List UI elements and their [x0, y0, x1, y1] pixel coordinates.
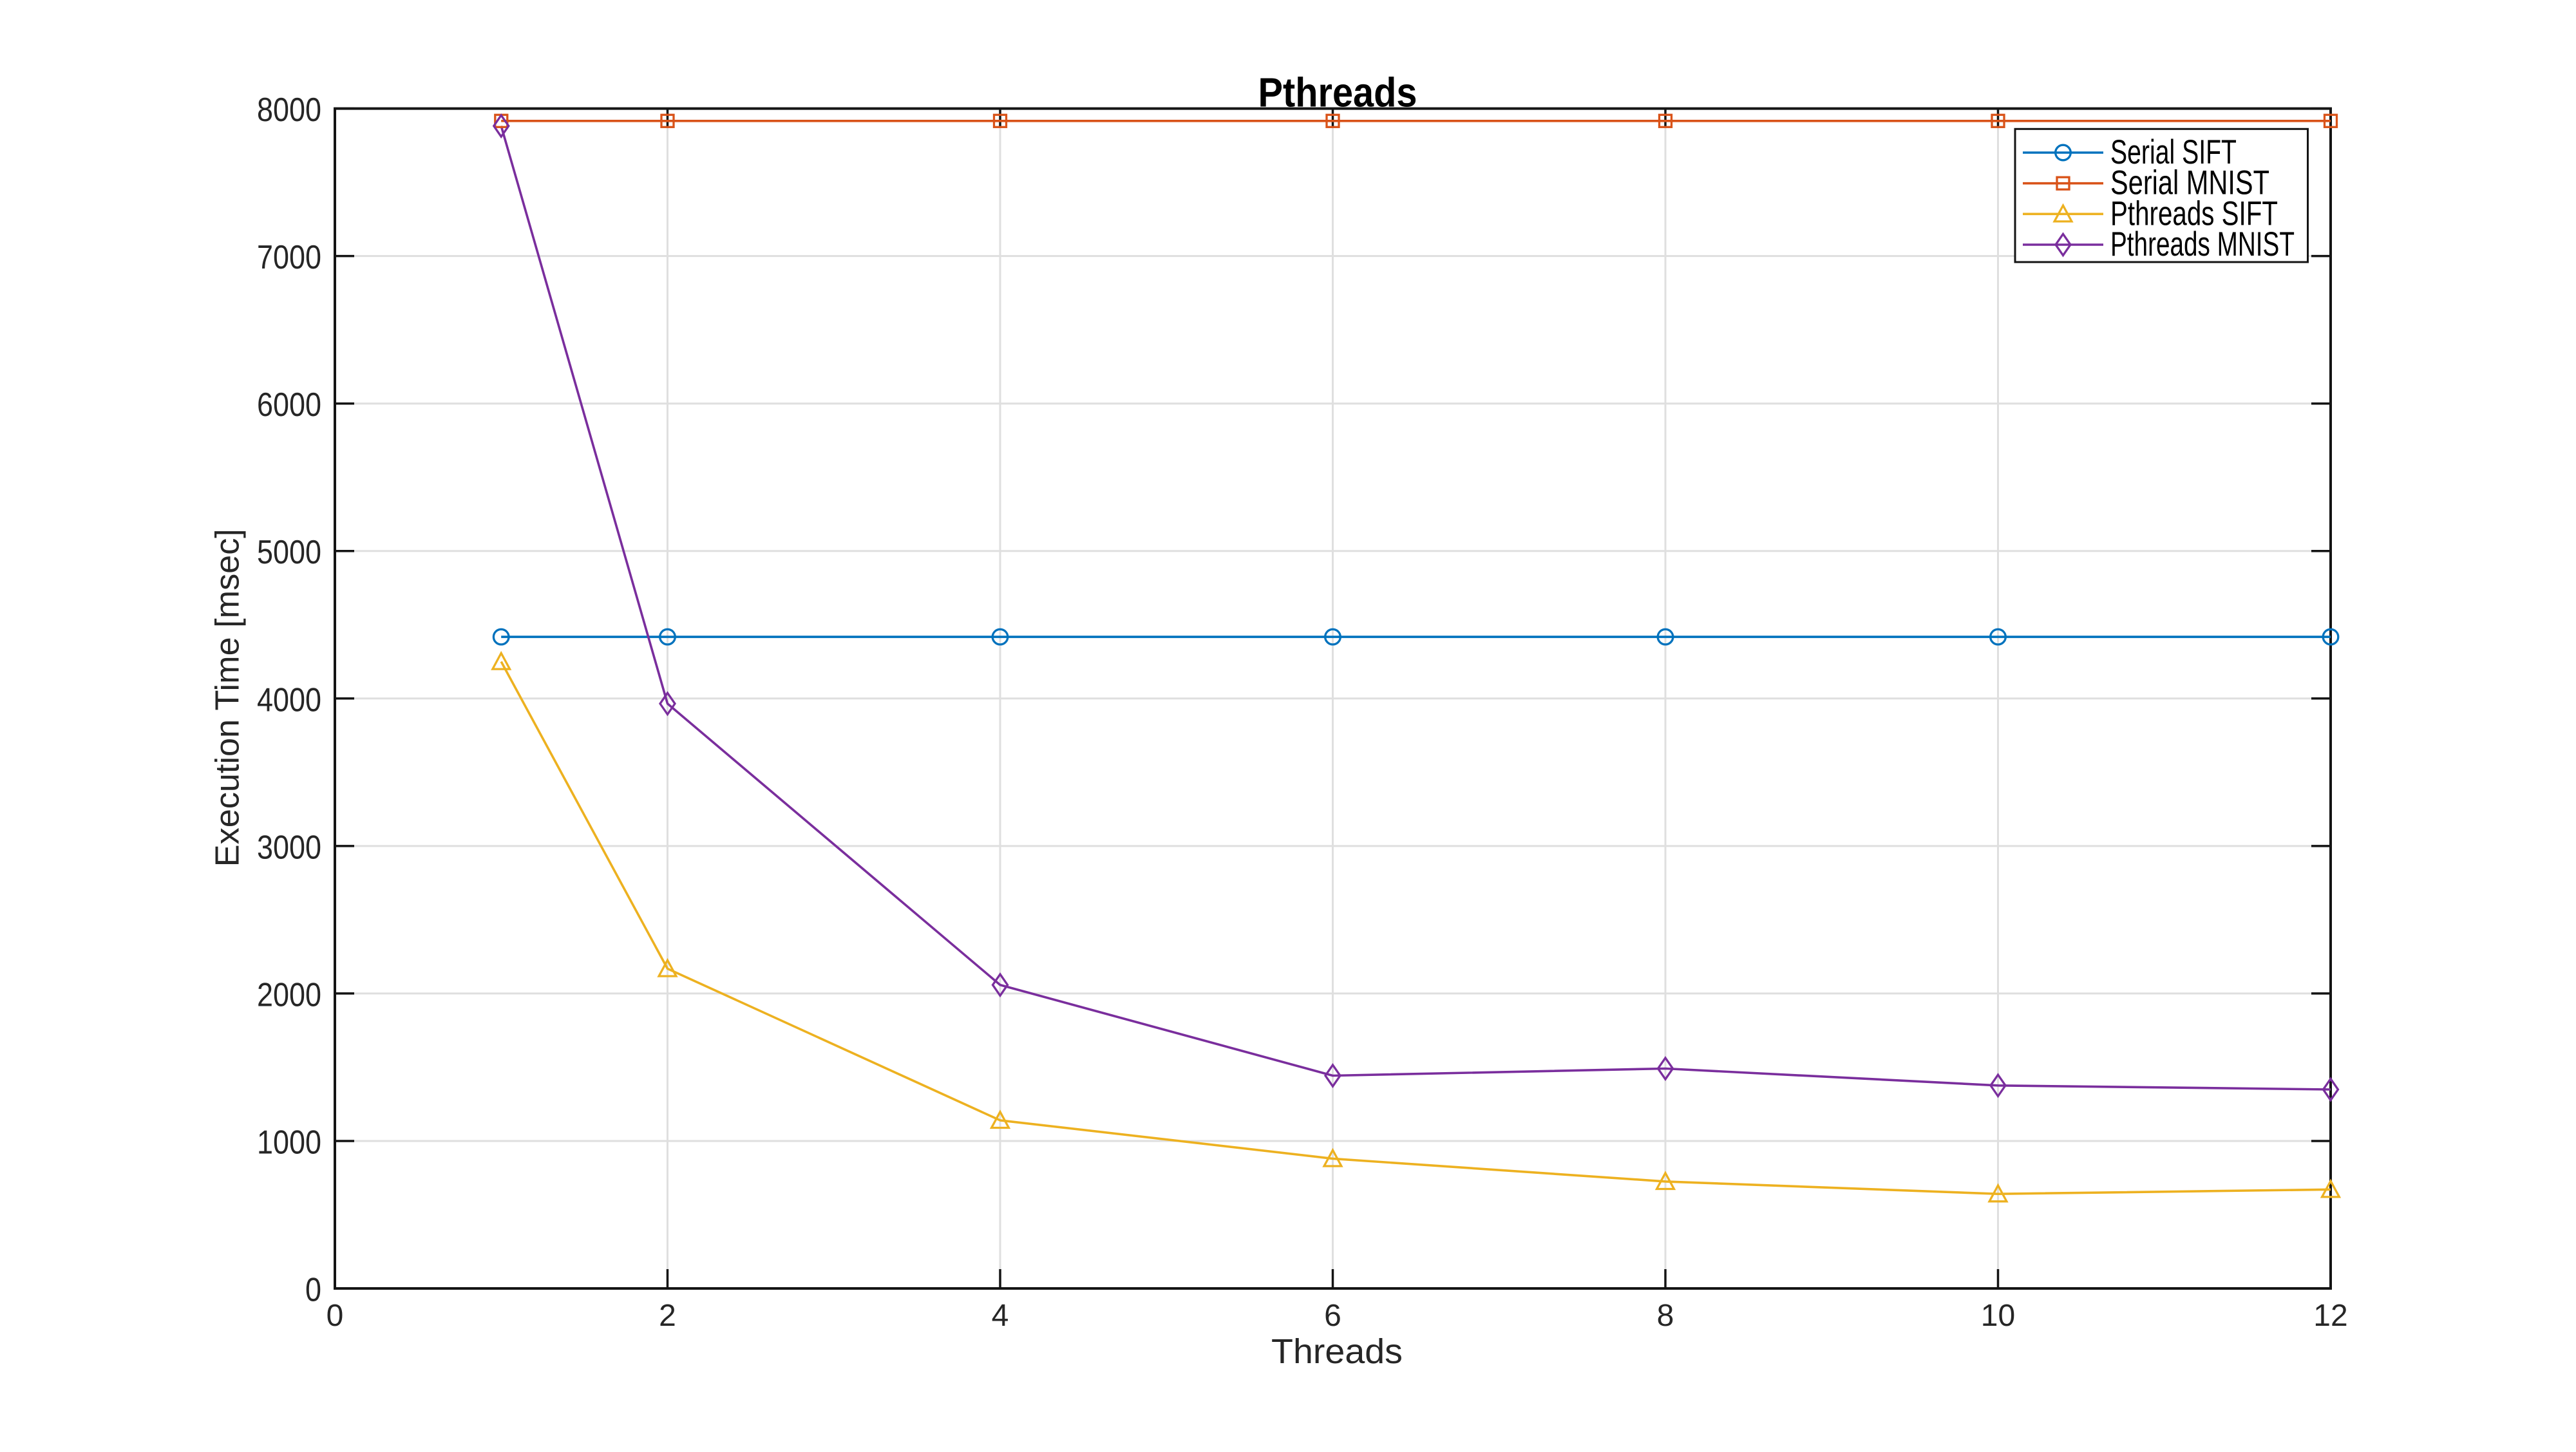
svg-text:1000: 1000: [257, 1124, 321, 1162]
svg-text:0: 0: [327, 1299, 344, 1333]
svg-text:8000: 8000: [257, 91, 321, 129]
svg-text:Serial SIFT: Serial SIFT: [2110, 133, 2237, 171]
svg-text:8: 8: [1657, 1299, 1674, 1333]
svg-text:2: 2: [659, 1299, 676, 1333]
svg-text:3000: 3000: [257, 829, 321, 866]
svg-text:6: 6: [1324, 1299, 1341, 1333]
svg-text:10: 10: [1981, 1299, 2015, 1333]
svg-text:Pthreads MNIST: Pthreads MNIST: [2110, 225, 2295, 263]
svg-text:Pthreads: Pthreads: [1258, 70, 1417, 116]
svg-text:7000: 7000: [257, 239, 321, 276]
svg-text:4: 4: [992, 1299, 1009, 1333]
svg-text:4000: 4000: [257, 681, 321, 719]
svg-text:12: 12: [2313, 1299, 2347, 1333]
svg-text:Serial MNIST: Serial MNIST: [2110, 164, 2269, 202]
svg-text:0: 0: [305, 1272, 321, 1309]
svg-text:Pthreads SIFT: Pthreads SIFT: [2110, 194, 2278, 232]
svg-text:Execution Time [msec]: Execution Time [msec]: [209, 529, 247, 867]
svg-text:2000: 2000: [257, 976, 321, 1014]
svg-text:6000: 6000: [257, 386, 321, 424]
svg-text:5000: 5000: [257, 534, 321, 571]
svg-text:Threads: Threads: [1271, 1332, 1403, 1371]
